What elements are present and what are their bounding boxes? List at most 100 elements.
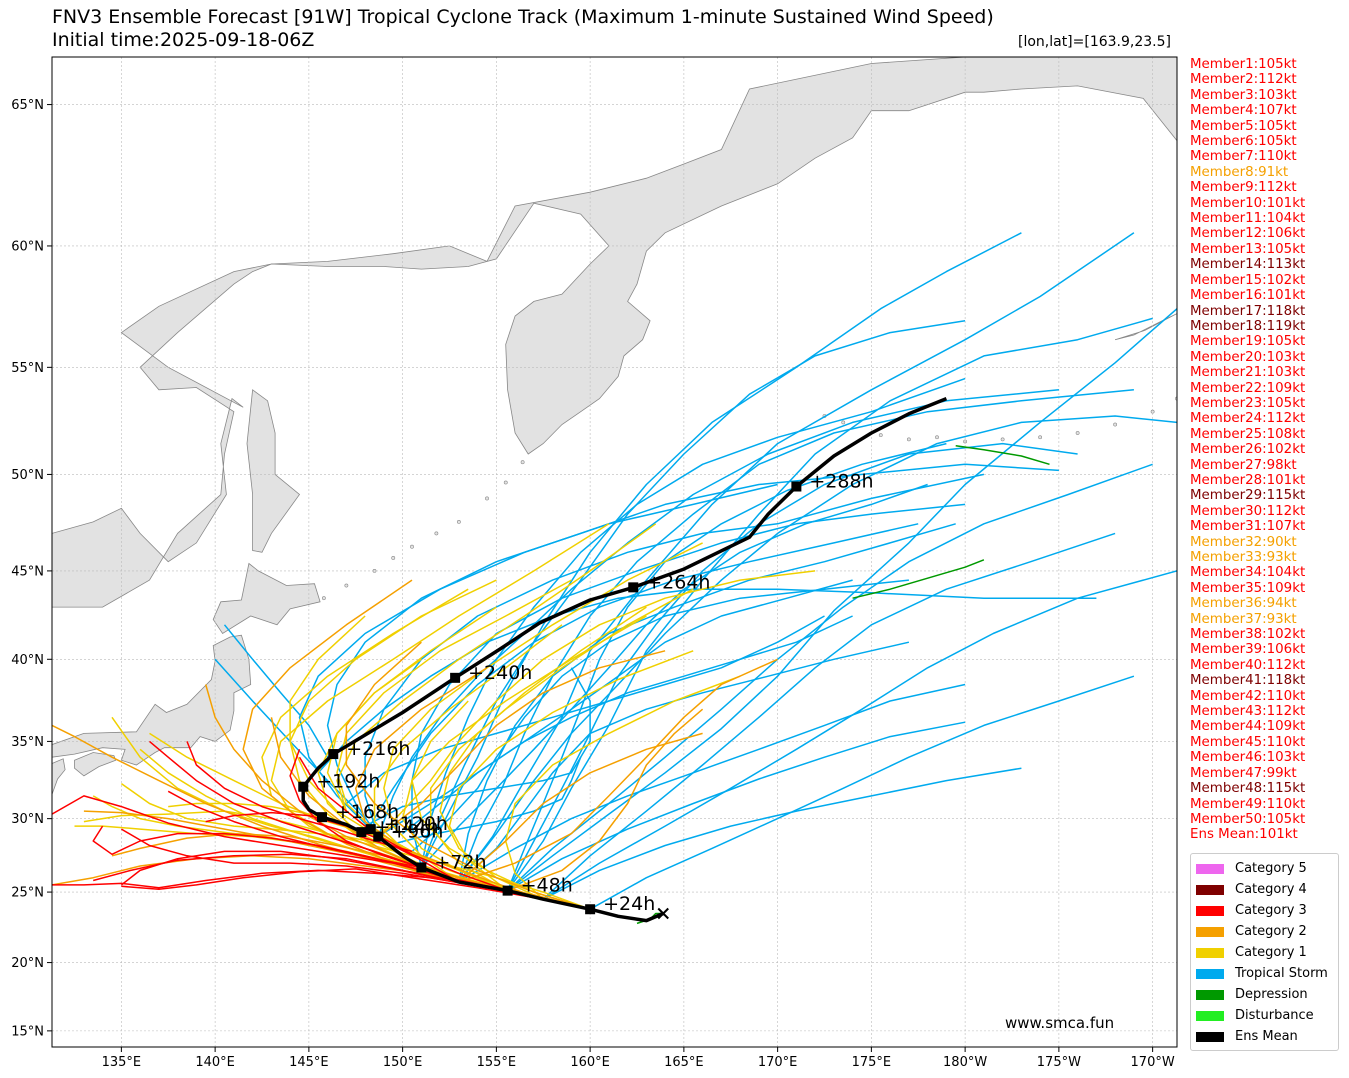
track-category-3-7 [167, 790, 422, 869]
track-category-3-8 [121, 868, 544, 900]
legend-label: Category 2 [1235, 924, 1307, 939]
track-tropical-storm-2 [458, 232, 1135, 883]
legend-swatch [1196, 926, 1224, 937]
member-entry: Member33:93kt [1190, 550, 1297, 565]
legend-label: Category 4 [1235, 882, 1307, 897]
legend-item-cat4: Category 4 [1191, 879, 1338, 900]
legend-item-cat5: Category 5 [1191, 858, 1338, 879]
member-entry: Member12:106kt [1190, 226, 1306, 242]
member-entry: Member1:105kt [1190, 57, 1297, 72]
coordinate-readout: [lon,lat]=[163.9,23.5] [1017, 34, 1171, 50]
legend-label: Category 5 [1235, 861, 1307, 876]
tick-label-lat-3: 30°N [11, 812, 44, 827]
member-entry: Member15:102kt [1190, 272, 1306, 288]
tick-label-lat-4: 35°N [11, 735, 44, 750]
member-entry: Member24:112kt [1190, 411, 1306, 427]
tick-label-lat-10: 65°N [11, 98, 44, 113]
member-entry: Member42:110kt [1190, 688, 1306, 704]
category-legend: Category 5 Category 4 Category 3 Category 2… [1190, 853, 1339, 1051]
member-entry: Member16:101kt [1190, 288, 1306, 304]
land-honshu [52, 634, 252, 766]
land-kyushu [52, 758, 66, 795]
tick-label-lat-1: 20°N [11, 956, 44, 971]
tick-label-lat-5: 40°N [11, 653, 44, 668]
track-tropical-storm-5 [458, 415, 1177, 883]
member-entry: Member39:106kt [1190, 642, 1306, 658]
tick-label-lon-10: 175°W [1037, 1055, 1081, 1070]
track-category-1-20 [448, 650, 694, 892]
member-entry: Member32:90kt [1190, 534, 1297, 550]
island-aleutians-7 [1038, 435, 1043, 440]
mean-marker-10 [628, 582, 639, 593]
track-tropical-storm-16 [364, 473, 985, 837]
member-entry: Member45:110kt [1190, 734, 1306, 750]
island-aleutians-2 [878, 433, 883, 438]
tick-label-lon-9: 180°W [943, 1055, 987, 1070]
member-entry: Member9:112kt [1190, 180, 1297, 196]
track-category-1-8 [429, 588, 694, 892]
track-tropical-storm-3 [420, 232, 1022, 868]
legend-swatch [1196, 989, 1224, 1000]
legend-swatch [1196, 968, 1224, 979]
track-tropical-storm-18 [458, 683, 966, 883]
track-category-3-3 [120, 850, 508, 892]
member-entry: Member11:104kt [1190, 211, 1306, 227]
legend-swatch [1196, 947, 1224, 958]
member-entry: Member34:104kt [1190, 565, 1306, 581]
member-entry: Member6:105kt [1190, 134, 1297, 150]
legend-item-ts: Tropical Storm [1191, 963, 1338, 984]
member-entry: Member7:110kt [1190, 149, 1297, 165]
member-entry: Member41:118kt [1190, 673, 1306, 689]
island-kurils-1 [344, 583, 349, 588]
forecast-label-10: +264h [646, 571, 710, 593]
member-entry: Member5:105kt [1190, 118, 1297, 134]
tick-label-lon-8: 175°E [852, 1055, 892, 1070]
legend-swatch [1196, 863, 1224, 874]
track-tropical-storm-28 [411, 579, 909, 852]
member-entry: Member25:108kt [1190, 426, 1306, 442]
island-kurils-8 [503, 480, 508, 485]
track-tropical-storm-8 [542, 570, 1177, 900]
track-tropical-storm-9 [506, 442, 1078, 891]
member-entry: Member17:118kt [1190, 303, 1306, 319]
forecast-label-9: +240h [468, 662, 532, 684]
legend-label: Ens Mean [1235, 1029, 1298, 1044]
legend-label: Tropical Storm [1235, 966, 1328, 981]
island-kurils-3 [391, 556, 396, 560]
tick-label-lon-6: 165°E [664, 1055, 704, 1070]
forecast-label-2: +72h [434, 851, 486, 873]
legend-label: Category 3 [1235, 903, 1307, 918]
member-entry: Member35:109kt [1190, 580, 1306, 596]
forecast-label-0: +24h [603, 893, 655, 915]
island-aleutians-1 [841, 420, 846, 425]
tick-label-lon-4: 155°E [477, 1055, 517, 1070]
member-entry: Member8:91kt [1190, 164, 1289, 180]
member-entry: Member14:113kt [1190, 257, 1306, 273]
land-sakhalin [246, 389, 301, 553]
track-category-2-10 [377, 650, 666, 838]
forecast-label-7: +192h [316, 771, 380, 793]
member-entry: Member21:103kt [1190, 365, 1306, 381]
island-aleutians-8 [1075, 431, 1080, 435]
island-kurils-5 [434, 531, 439, 536]
forecast-label-3: +96h [391, 821, 443, 843]
track-depression-0 [852, 559, 985, 599]
member-entry: Member38:102kt [1190, 627, 1306, 643]
credit-text: www.smca.fun [1005, 1014, 1115, 1032]
mean-marker-7 [298, 781, 309, 792]
tick-label-lat-2: 25°N [11, 886, 44, 901]
mean-marker-11 [791, 481, 802, 492]
legend-item-dist: Disturbance [1191, 1005, 1338, 1026]
legend-swatch [1196, 884, 1224, 895]
tick-label-lon-0: 135°E [102, 1055, 142, 1070]
mean-marker-3 [373, 831, 384, 842]
track-category-2-12 [458, 732, 703, 883]
member-entry: Member49:110kt [1190, 796, 1306, 812]
land-asia-mainland [52, 57, 1177, 608]
axis-ticks: 135°E 140°E 145°E 150°E 155°E 160°E 165°E 170°E… [11, 98, 1175, 1070]
tick-label-lon-11: 170°W [1131, 1055, 1175, 1070]
track-category-2-6 [507, 708, 704, 892]
member-entry: Member48:115kt [1190, 781, 1306, 797]
track-tropical-storm-23 [420, 483, 928, 869]
tick-label-lat-7: 50°N [11, 468, 44, 483]
